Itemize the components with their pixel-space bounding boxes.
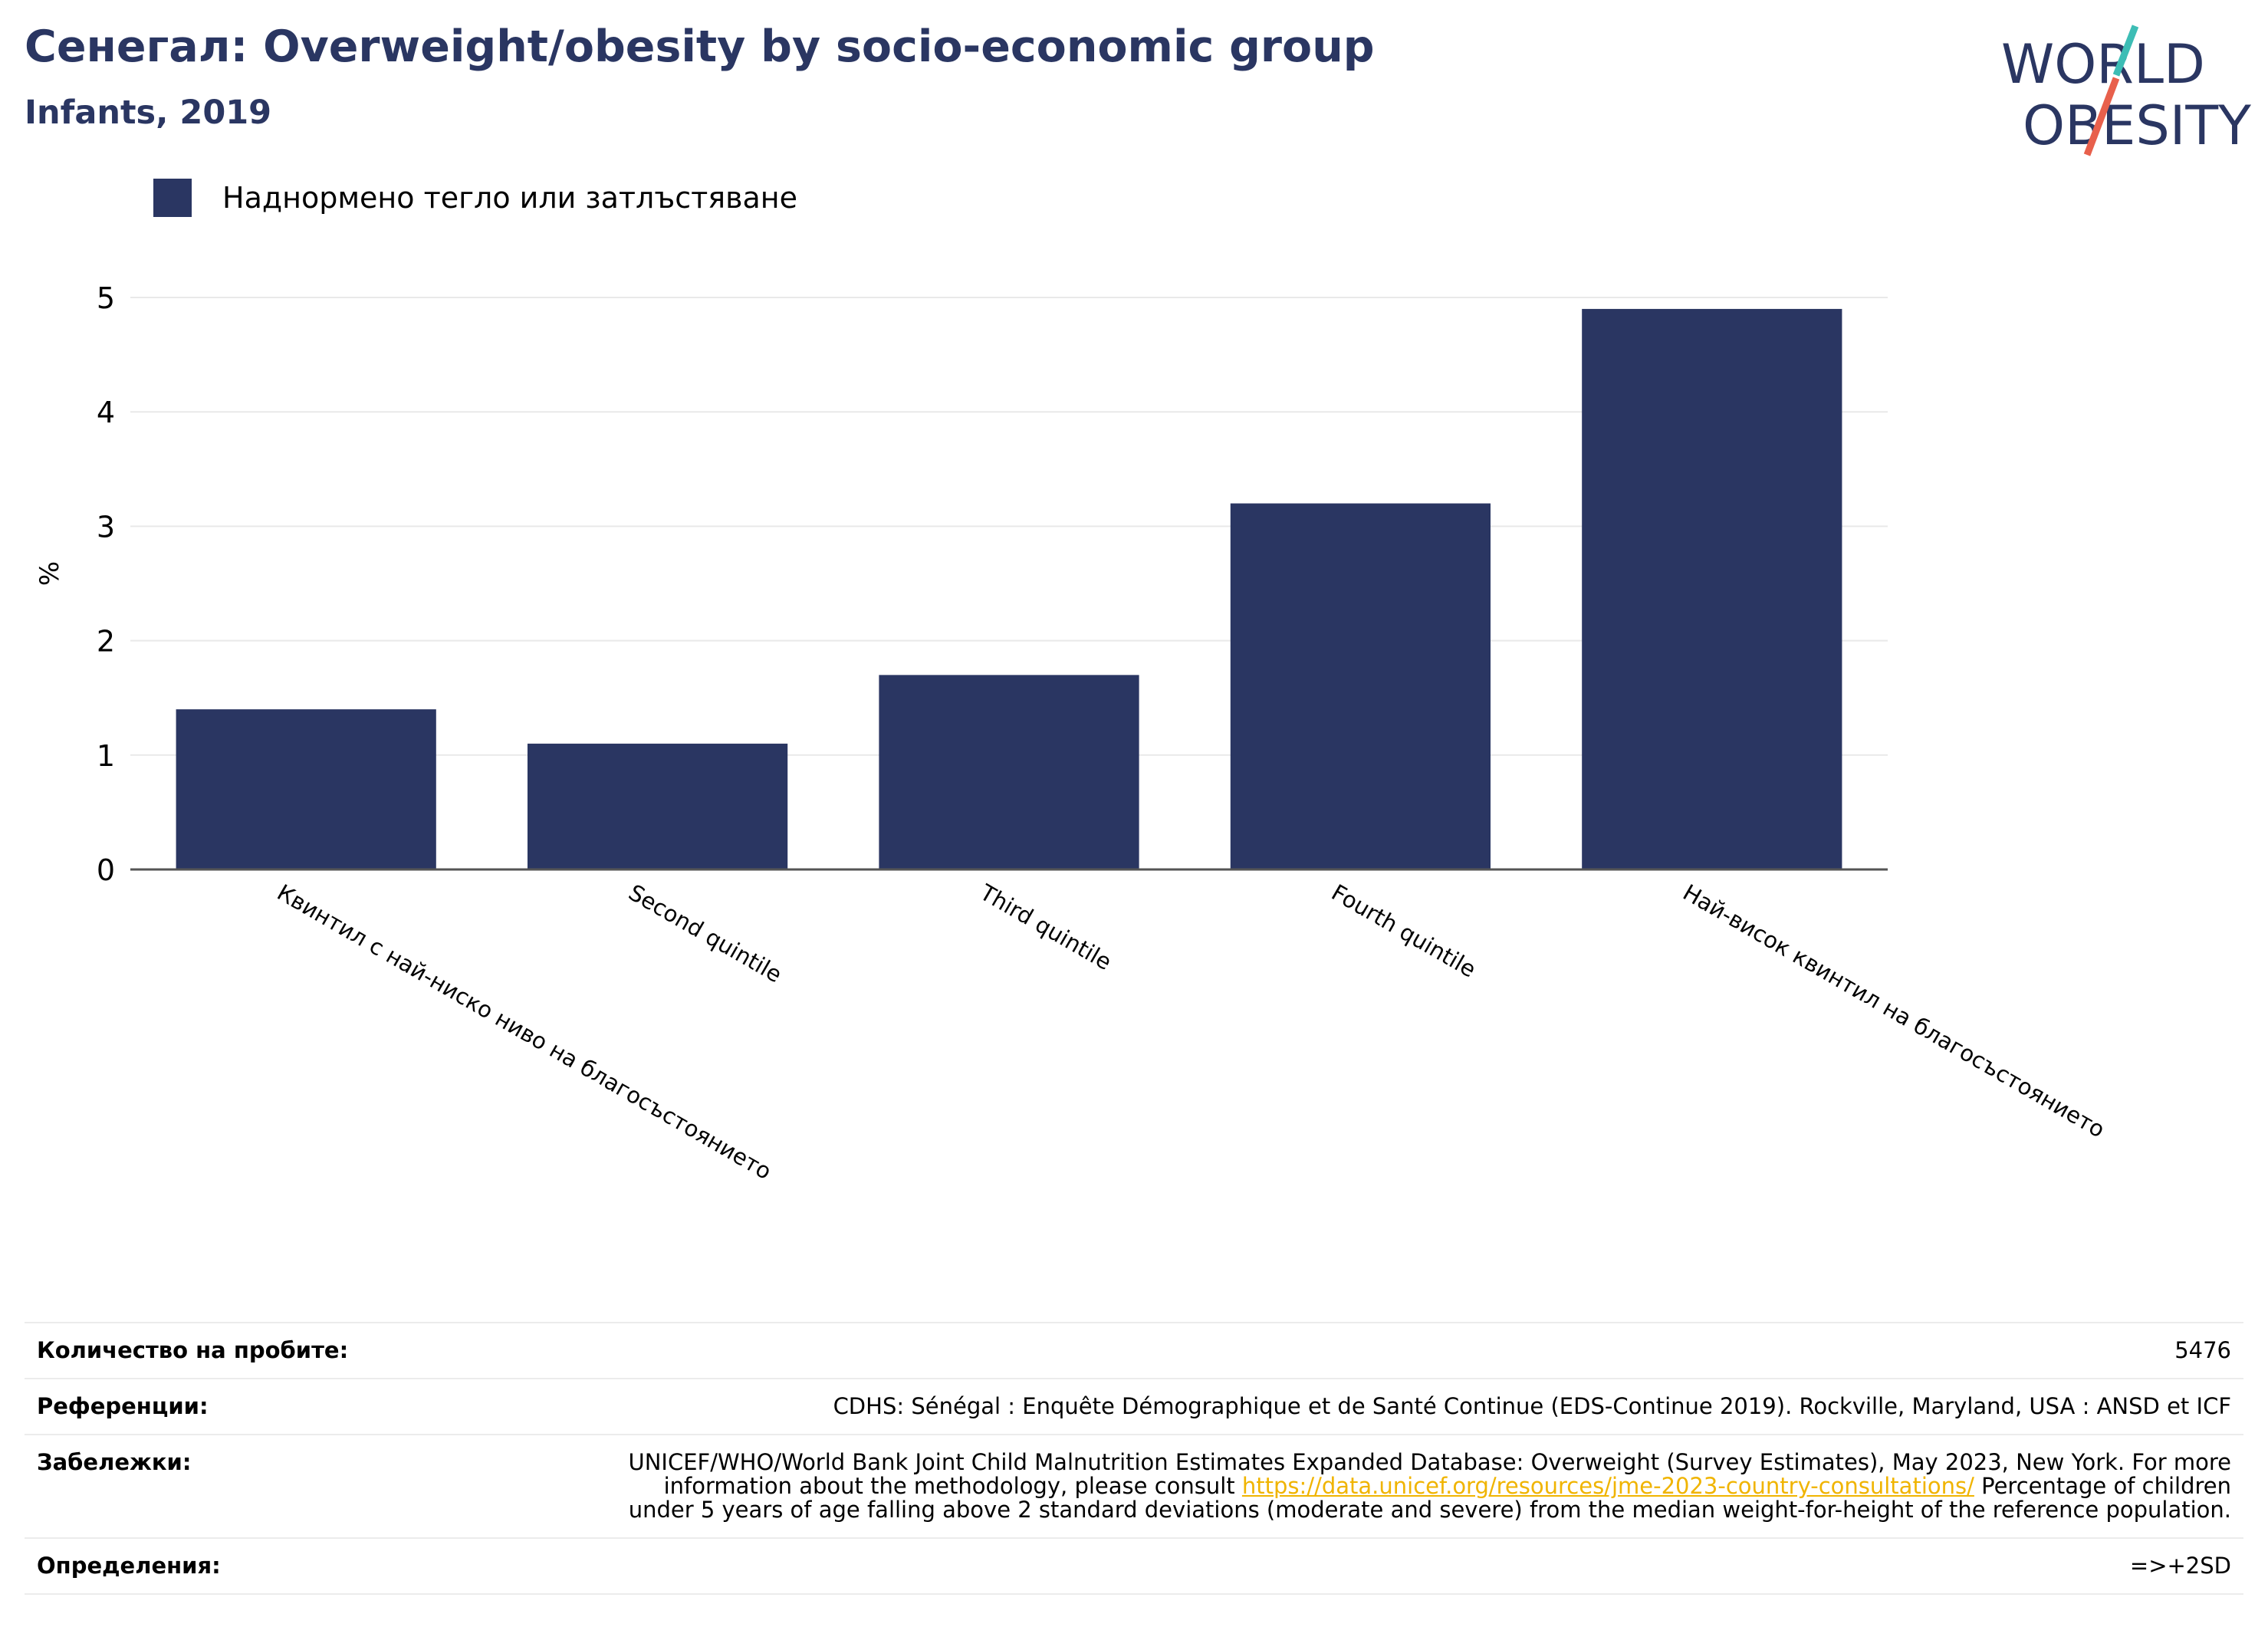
logo-slash-teal [2112, 25, 2139, 77]
bar [176, 709, 436, 869]
y-axis-label: % [35, 561, 65, 586]
page-title: Сенегал: Overweight/obesity by socio-eco… [25, 21, 1375, 72]
meta-row-references: Референции: CDHS: Sénégal : Enquête Démo… [25, 1378, 2243, 1434]
meta-row-definitions: Определения: =>+2SD [25, 1537, 2243, 1595]
world-obesity-logo: WORLD OBESITY [2001, 25, 2251, 157]
notes-label: Забележки: [37, 1449, 192, 1475]
meta-row-sample: Количество на пробите: 5476 [25, 1322, 2243, 1378]
references-label: Референции: [37, 1393, 209, 1419]
x-tick-label: Най-висок квинтил на благосъстоянието [1678, 879, 2109, 1143]
bar [879, 675, 1139, 869]
x-tick-label: Fourth quintile [1327, 879, 1481, 983]
x-tick-label: Third quintile [975, 879, 1116, 975]
legend-swatch [153, 179, 192, 217]
meta-row-notes: Забележки: UNICEF/WHO/World Bank Joint C… [25, 1434, 2243, 1537]
y-tick-label: 3 [97, 510, 115, 544]
legend-label: Наднормено тегло или затлъстяване [222, 181, 797, 215]
definitions-value: =>+2SD [2129, 1553, 2231, 1579]
bar [1582, 308, 1842, 869]
notes-text: UNICEF/WHO/World Bank Joint Child Malnut… [628, 1449, 2231, 1499]
definitions-label: Определения: [37, 1553, 221, 1579]
logo-slash-coral [2083, 77, 2120, 156]
y-tick-label: 4 [97, 396, 115, 429]
methodology-link[interactable]: https://data.unicef.org/resources/jme-20… [1241, 1473, 1974, 1499]
bar [1230, 503, 1491, 869]
sample-value: 5476 [2174, 1337, 2231, 1363]
x-tick-label: Second quintile [624, 879, 786, 988]
sample-label: Количество на пробите: [37, 1337, 349, 1363]
y-tick-label: 0 [97, 853, 115, 887]
chart-legend: Наднормено тегло или затлъстяване [153, 178, 797, 218]
logo-line-2: OBESITY [2023, 94, 2251, 157]
y-tick-label: 2 [97, 625, 115, 659]
metadata-table: Количество на пробите: 5476 Референции: … [25, 1322, 2243, 1595]
references-value: CDHS: Sénégal : Enquête Démographique et… [833, 1393, 2231, 1419]
y-tick-label: 1 [97, 739, 115, 773]
bar [527, 743, 788, 869]
notes-text-after: Percentage of children under 5 years of … [628, 1473, 2231, 1523]
page-subtitle: Infants, 2019 [25, 94, 272, 132]
notes-value: UNICEF/WHO/World Bank Joint Child Malnut… [621, 1451, 2231, 1522]
logo-line-1: WORLD [2001, 33, 2205, 96]
y-tick-label: 5 [97, 281, 115, 315]
